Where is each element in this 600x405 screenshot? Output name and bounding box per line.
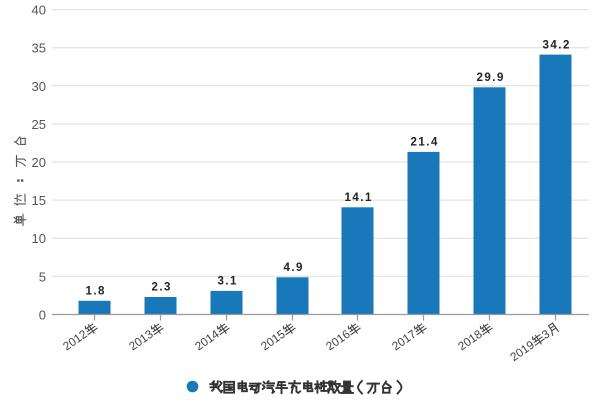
- svg-text:3.1: 3.1: [217, 276, 238, 288]
- svg-text:21.4: 21.4: [411, 137, 439, 149]
- svg-text:10: 10: [32, 231, 46, 246]
- svg-text:40: 40: [32, 3, 46, 18]
- svg-text:20: 20: [32, 155, 46, 170]
- svg-text:35: 35: [32, 41, 46, 56]
- svg-text:29.9: 29.9: [477, 72, 505, 84]
- svg-text:34.2: 34.2: [543, 39, 571, 51]
- svg-text:14.1: 14.1: [345, 192, 373, 204]
- svg-text:30: 30: [32, 79, 46, 94]
- svg-text:1.8: 1.8: [85, 286, 106, 298]
- svg-text:15: 15: [32, 193, 46, 208]
- svg-text:5: 5: [39, 269, 46, 284]
- svg-text:4.9: 4.9: [283, 262, 304, 274]
- svg-text:25: 25: [32, 117, 46, 132]
- svg-text:2.3: 2.3: [151, 282, 172, 294]
- svg-text:0: 0: [39, 308, 46, 323]
